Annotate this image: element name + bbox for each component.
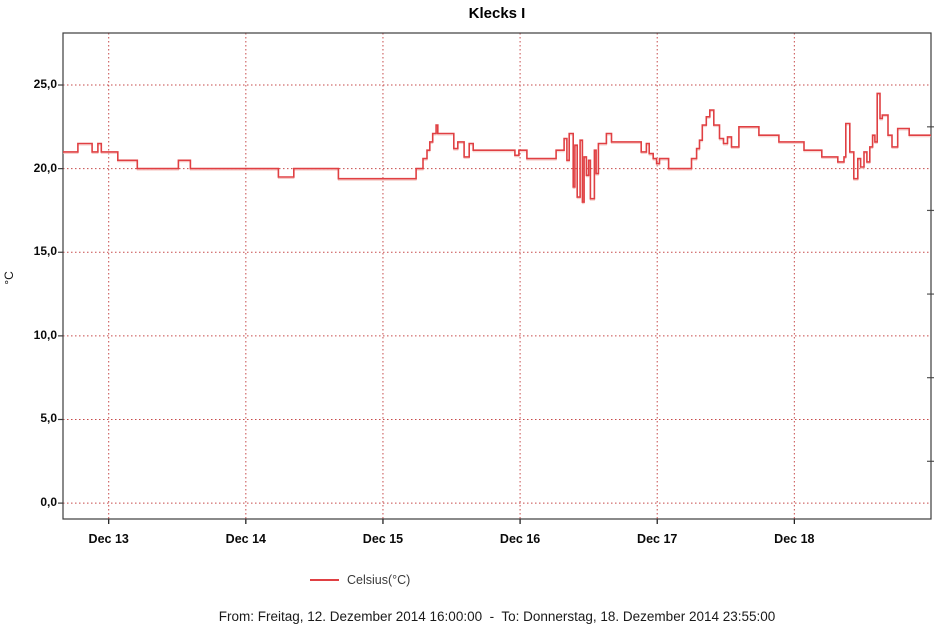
y-tick-label: 25,0 xyxy=(33,77,57,91)
x-tick-label: Dec 13 xyxy=(88,532,129,546)
date-range-footer: From: Freitag, 12. Dezember 2014 16:00:0… xyxy=(218,609,776,624)
x-tick-label: Dec 15 xyxy=(362,532,404,546)
celsius-series-line xyxy=(63,92,931,203)
celsius-series-halo xyxy=(63,94,931,205)
legend-line-swatch-icon xyxy=(310,579,339,581)
y-tick-label: 10,0 xyxy=(33,327,57,342)
chart-title: Klecks I xyxy=(468,5,526,22)
legend-label: Celsius(°C) xyxy=(347,573,411,587)
plot-border xyxy=(62,32,932,520)
y-tick-label: 20,0 xyxy=(33,160,57,175)
x-tick-label: Dec 14 xyxy=(225,532,266,546)
x-tick-label: Dec 16 xyxy=(499,532,541,546)
y-tick-label: 0,0 xyxy=(40,495,57,510)
x-tick-label: Dec 18 xyxy=(774,532,815,546)
y-tick-label: 15,0 xyxy=(33,244,57,259)
legend: Celsius(°C) xyxy=(310,571,410,589)
x-tick-label: Dec 17 xyxy=(637,532,678,546)
y-tick-label: 5,0 xyxy=(40,411,57,426)
